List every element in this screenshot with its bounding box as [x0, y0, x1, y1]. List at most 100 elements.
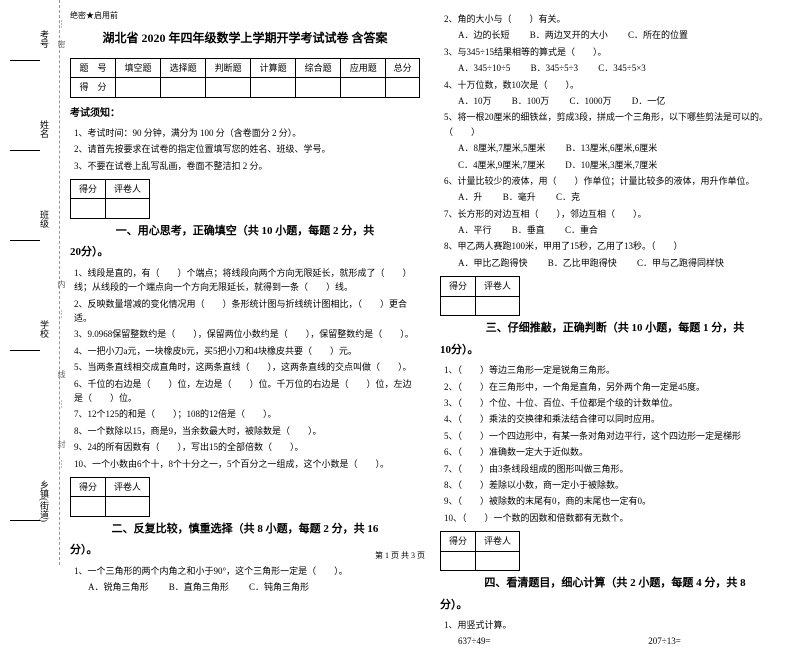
th: 填空题	[116, 58, 161, 77]
opt: A．边的长短	[458, 28, 510, 42]
scorer-blank	[106, 497, 150, 516]
bind-label-name: 姓名	[38, 120, 51, 138]
q-item: 10、（ ）一个数的因数和倍数都有无数个。	[440, 511, 790, 525]
q-item: 3、与345÷15结果相等的算式是（ ）。	[440, 45, 790, 59]
th: 判断题	[206, 58, 251, 77]
bind-line	[10, 240, 40, 241]
table-row: 题 号 填空题 选择题 判断题 计算题 综合题 应用题 总分	[71, 58, 420, 77]
opt: B．100万	[512, 94, 550, 108]
q-item: 6、千位的右边是（ ）位，左边是（ ）位。千万位的右边是（ ）位，左边是（ ）位…	[70, 377, 420, 406]
calc-row: 637÷49= 207÷13=	[440, 634, 790, 648]
q-item: 8、甲乙两人赛跑100米，甲用了15秒，乙用了13秒。（ ）	[440, 239, 790, 253]
scorer-blank	[476, 296, 520, 315]
q-item: 7、长方形的对边互相（ ），邻边互相（ ）。	[440, 207, 790, 221]
q-item: 1、线段是直的，有（ ）个端点；将线段向两个方向无限延长，就形成了（ ）线；从线…	[70, 266, 420, 295]
q-opts: A．边的长短 B．两边叉开的大小 C．所在的位置	[440, 28, 790, 42]
opt: C．重合	[565, 223, 598, 237]
q-opts: A．锐角三角形 B．直角三角形 C．钝角三角形	[70, 580, 420, 594]
td	[206, 78, 251, 97]
calc: 207÷13=	[648, 634, 681, 648]
th: 计算题	[251, 58, 296, 77]
q-opts: A．升 B．毫升 C．克	[440, 190, 790, 204]
q-item: 2、反映数量增减的变化情况用（ ）条形统计图与折线统计图相比，（ ）更合适。	[70, 297, 420, 326]
opt: C．甲与乙跑得同样快	[637, 256, 724, 270]
opt: C．1000万	[570, 94, 612, 108]
section3-title-b: 10分）。	[440, 342, 790, 360]
opt: C．所在的位置	[628, 28, 688, 42]
left-column: 绝密★启用前 湖北省 2020 年四年级数学上学期开学考试试卷 含答案 题 号 …	[70, 10, 420, 540]
q-item: 2、角的大小与（ ）有关。	[440, 12, 790, 26]
right-column: 2、角的大小与（ ）有关。 A．边的长短 B．两边叉开的大小 C．所在的位置 3…	[440, 10, 790, 540]
scorer-blank	[441, 296, 476, 315]
opt: A．锐角三角形	[88, 580, 149, 594]
notice-item: 1、考试时间：90 分钟，满分为 100 分（含卷面分 2 分）。	[70, 126, 420, 140]
notice-item: 3、不要在试卷上乱写乱画，卷面不整洁扣 2 分。	[70, 159, 420, 173]
q-opts: A．平行 B．垂直 C．重合	[440, 223, 790, 237]
td	[251, 78, 296, 97]
opt: B．垂直	[512, 223, 545, 237]
notice-header: 考试须知：	[70, 106, 420, 122]
table-row: 得 分	[71, 78, 420, 97]
dotted-seal: ︙	[56, 460, 67, 474]
opt: A．平行	[458, 223, 492, 237]
opt: D．10厘米,3厘米,7厘米	[565, 158, 657, 172]
q-item: 8、（ ）差除以小数，商一定小于被除数。	[440, 478, 790, 492]
scorer-c1: 得分	[71, 179, 106, 198]
q-item: 9、24的所有因数有（ ），写出15的全部倍数（ ）。	[70, 440, 420, 454]
q-item: 10、一个小数由6个十，8个十分之一，5个百分之一组成，这个小数是（ ）。	[70, 457, 420, 471]
q-item: 8、一个数除以15，商是9，当余数最大时，被除数是（ ）。	[70, 424, 420, 438]
seal-mark: 内	[56, 280, 67, 294]
q-item: 1、（ ）等边三角形一定是锐角三角形。	[440, 363, 790, 377]
q-opts: A．10万 B．100万 C．1000万 D．一亿	[440, 94, 790, 108]
td	[386, 78, 420, 97]
q-item: 7、（ ）由3条线段组成的图形叫做三角形。	[440, 462, 790, 476]
seal-mark: 密	[56, 40, 67, 54]
opt: A．345÷10÷5	[458, 61, 510, 75]
th: 选择题	[161, 58, 206, 77]
opt: A．升	[458, 190, 483, 204]
scorer-c1: 得分	[441, 532, 476, 551]
opt: C．345÷5×3	[598, 61, 646, 75]
dotted-seal: ︙	[56, 400, 67, 414]
bind-label-class: 班级	[38, 210, 51, 228]
td	[296, 78, 341, 97]
q-item: 5、将一根20厘米的细铁丝，剪成3段，拼成一个三角形，以下哪些剪法是可以的。（ …	[440, 110, 790, 139]
q-item: 4、（ ）乘法的交换律和乘法结合律可以同时应用。	[440, 412, 790, 426]
section4-title-b: 分）。	[440, 597, 790, 615]
opt: A．8厘米,7厘米,5厘米	[458, 141, 546, 155]
q-item: 1、用竖式计算。	[440, 618, 790, 632]
bind-label-school: 学校	[38, 320, 51, 338]
q-opts: A．甲比乙跑得快 B．乙比甲跑得快 C．甲与乙跑得同样快	[440, 256, 790, 270]
opt: B．毫升	[503, 190, 536, 204]
q-item: 6、（ ）准确数一定大于近似数。	[440, 445, 790, 459]
q-item: 6、计量比较少的液体，用（ ）作单位；计量比较多的液体，用升作单位。	[440, 174, 790, 188]
q-opts: C．4厘米,9厘米,7厘米 D．10厘米,3厘米,7厘米	[440, 158, 790, 172]
notice-item: 2、请首先按要求在试卷的指定位置填写您的姓名、班级、学号。	[70, 142, 420, 156]
bind-label-kaohao: 考号	[38, 30, 51, 48]
scorer-blank	[71, 497, 106, 516]
section3-title-a: 三、仔细推敲，正确判断（共 10 小题，每题 1 分，共	[440, 320, 790, 338]
scorer-blank	[71, 199, 106, 218]
th: 总分	[386, 58, 420, 77]
td	[341, 78, 386, 97]
scorer-box: 得分评卷人	[70, 477, 150, 517]
q-item: 4、十万位数，数10次是（ ）。	[440, 78, 790, 92]
bind-line	[10, 520, 40, 521]
opt: B．直角三角形	[169, 580, 229, 594]
score-table: 题 号 填空题 选择题 判断题 计算题 综合题 应用题 总分 得 分	[70, 58, 420, 98]
binding-column: 考号 姓名 班级 学校 乡镇(街道) ︙ 内 ︙ 线 ︙ 封 ︙ 密	[0, 0, 60, 565]
scorer-c1: 得分	[441, 277, 476, 296]
exam-title: 湖北省 2020 年四年级数学上学期开学考试试卷 含答案	[70, 29, 420, 48]
opt: B．345÷5÷3	[531, 61, 578, 75]
dotted-seal: ︙	[56, 310, 67, 324]
seal-mark: 封	[56, 440, 67, 454]
section1-title-a: 一、用心思考，正确填空（共 10 小题，每题 2 分，共	[70, 223, 420, 241]
td	[116, 78, 161, 97]
calc: 637÷49=	[458, 634, 628, 648]
opt: C．克	[556, 190, 580, 204]
opt: A．甲比乙跑得快	[458, 256, 528, 270]
page-content: 绝密★启用前 湖北省 2020 年四年级数学上学期开学考试试卷 含答案 题 号 …	[70, 10, 790, 540]
opt: B．乙比甲跑得快	[548, 256, 617, 270]
q-item: 5、当两条直线相交成直角时，这两条直线（ ），这两条直线的交点叫做（ ）。	[70, 360, 420, 374]
opt: A．10万	[458, 94, 492, 108]
